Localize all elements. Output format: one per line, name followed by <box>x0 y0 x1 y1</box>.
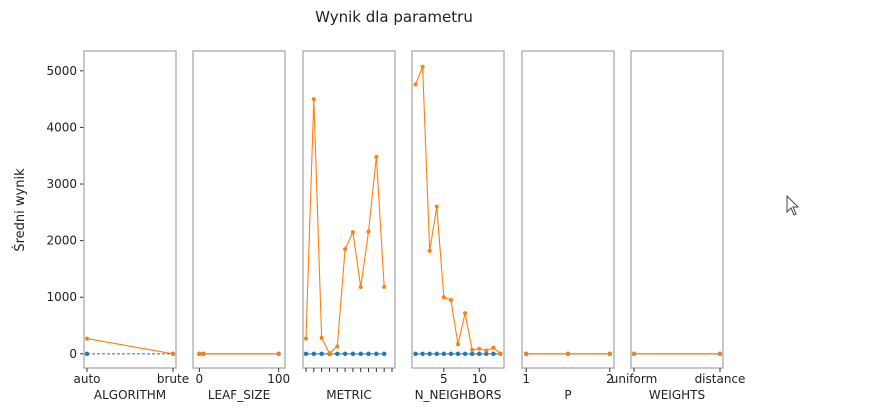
series-baseline-point <box>469 351 475 357</box>
series-main-point <box>335 344 340 349</box>
x-tick-label: auto <box>73 372 100 386</box>
x-tick-label: brute <box>157 372 189 386</box>
panel-frame <box>411 50 505 369</box>
series-baseline-point <box>455 351 461 357</box>
x-axis-label: P <box>564 388 571 402</box>
y-tick-label: 0 <box>69 347 77 361</box>
x-tick-label: 5 <box>440 372 448 386</box>
y-axis-label: Średni wynik <box>12 168 28 252</box>
series-baseline-point <box>462 351 468 357</box>
series-main-point <box>477 346 482 351</box>
x-tick-label: 2 <box>606 372 614 386</box>
series-main-point <box>358 285 363 290</box>
series-main-point <box>366 229 371 234</box>
x-tick-label: distance <box>695 372 746 386</box>
mouse-cursor-icon <box>786 195 800 216</box>
series-baseline-point <box>427 351 432 357</box>
series-main-point <box>304 336 308 341</box>
y-tick-label: 5000 <box>46 64 77 78</box>
series-main-point <box>201 351 206 356</box>
series-baseline-point <box>484 351 489 357</box>
series-main-point <box>448 298 453 303</box>
x-axis-label: ALGORITHM <box>94 388 166 402</box>
y-tick-label: 2000 <box>46 234 77 248</box>
series-baseline-point <box>420 351 425 357</box>
series-baseline-point <box>335 351 340 357</box>
series-baseline-point <box>434 351 439 357</box>
series-main-point <box>434 204 439 209</box>
series-main-point <box>607 351 612 356</box>
series-baseline-point <box>477 351 482 357</box>
panel-frame <box>83 50 177 369</box>
series-baseline-point <box>374 351 379 357</box>
x-axis-label: LEAF_SIZE <box>208 388 270 402</box>
series-main-point <box>484 348 489 353</box>
series-baseline-point <box>358 351 363 357</box>
series-baseline-point <box>381 351 387 357</box>
series-main-point <box>491 345 496 350</box>
series-main-point <box>382 285 387 290</box>
series-main-point <box>350 230 355 235</box>
y-tick-label: 3000 <box>46 177 77 191</box>
series-baseline-point <box>319 351 324 357</box>
series-baseline-point <box>342 351 348 357</box>
x-tick-label: 100 <box>267 372 290 386</box>
series-main-line <box>415 66 501 355</box>
x-tick-label: uniform <box>611 372 658 386</box>
series-main-point <box>498 351 503 356</box>
series-main-point <box>319 335 324 340</box>
series-baseline-point <box>303 351 309 357</box>
panel-frame <box>521 50 615 369</box>
series-main-line <box>305 99 385 355</box>
series-baseline-point <box>350 351 356 357</box>
series-main-point <box>632 351 636 356</box>
x-tick-label: 10 <box>472 372 487 386</box>
series-main-point <box>463 311 468 316</box>
series-main-point <box>470 347 475 352</box>
series-main-point <box>566 351 570 356</box>
series-baseline-point <box>441 351 447 357</box>
series-main-point <box>441 295 446 300</box>
series-main-point <box>718 351 722 356</box>
series-main-point <box>197 351 202 356</box>
series-main-point <box>311 97 316 102</box>
x-axis-label: WEIGHTS <box>649 388 705 402</box>
series-main-point <box>420 64 425 69</box>
series-main-point <box>171 351 175 356</box>
series-baseline-point <box>491 351 496 357</box>
panel-frame <box>192 50 286 369</box>
x-axis-label: METRIC <box>326 388 372 402</box>
series-main-point <box>427 248 432 253</box>
x-axis-label: N_NEIGHBORS <box>415 388 502 402</box>
series-baseline-point <box>448 351 454 357</box>
panel-frame <box>630 50 724 369</box>
series-main-point <box>374 154 379 159</box>
series-main-point <box>413 82 418 87</box>
series-baseline-point <box>366 351 371 357</box>
panel-frame <box>302 50 396 369</box>
series-main-point <box>456 342 460 347</box>
series-baseline-point <box>84 351 90 357</box>
series-main-point <box>524 351 529 356</box>
series-main-point <box>276 351 281 356</box>
series-main-point <box>85 336 89 341</box>
y-tick-label: 4000 <box>46 120 77 134</box>
series-main-point <box>327 351 332 356</box>
series-main-line <box>86 338 174 355</box>
series-baseline-point <box>311 351 317 357</box>
x-tick-label: 1 <box>522 372 530 386</box>
series-main-point <box>343 247 348 252</box>
chart-title: Wynik dla parametru <box>315 8 473 26</box>
series-baseline-point <box>413 351 418 357</box>
x-tick-label: 0 <box>196 372 204 386</box>
y-tick-label: 1000 <box>46 290 77 304</box>
